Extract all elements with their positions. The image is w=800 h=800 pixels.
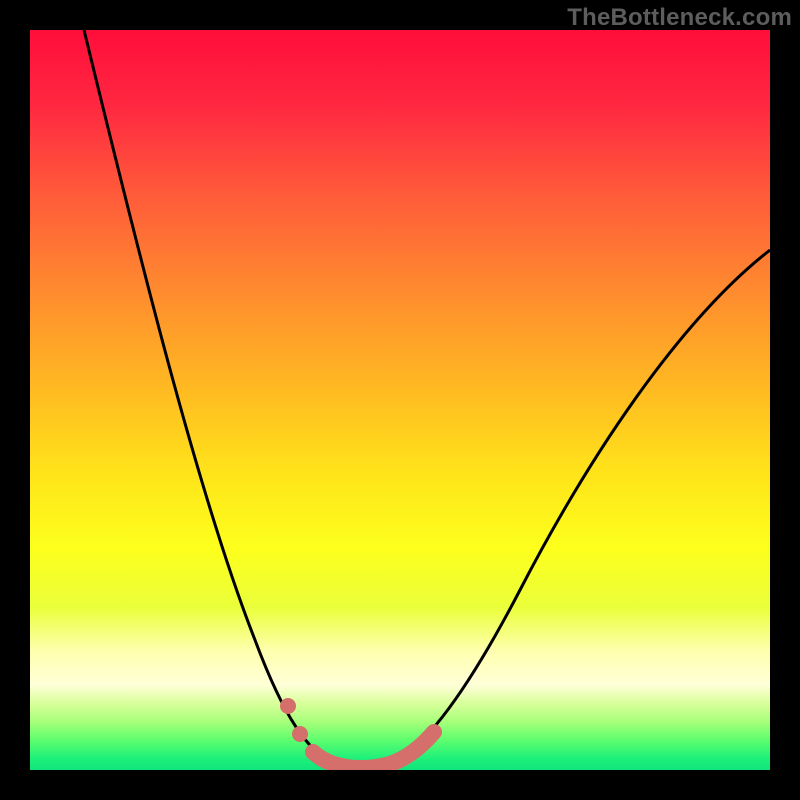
plot-area bbox=[30, 30, 770, 770]
watermark-text: TheBottleneck.com bbox=[567, 4, 792, 32]
bottleneck-curve bbox=[30, 30, 770, 770]
chart-frame: TheBottleneck.com bbox=[0, 0, 800, 800]
